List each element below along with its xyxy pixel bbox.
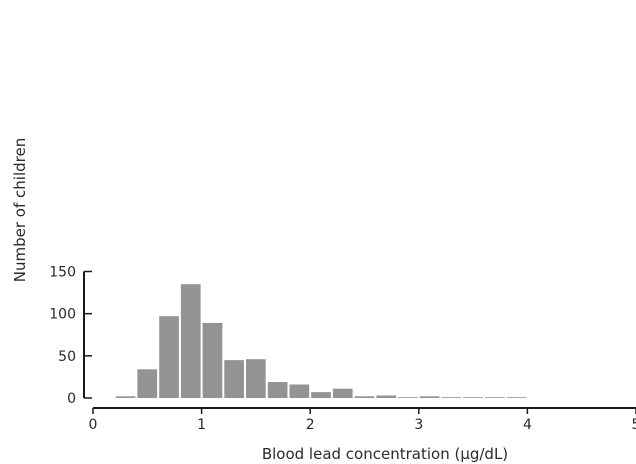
histogram-bar xyxy=(441,397,462,398)
histogram-bar xyxy=(267,382,288,398)
histogram-bar xyxy=(463,397,483,398)
x-tick-label: 1 xyxy=(197,417,206,433)
histogram-bar xyxy=(332,388,353,398)
histogram-bar xyxy=(159,316,179,398)
histogram-bar xyxy=(246,359,266,398)
bars-group xyxy=(115,284,527,398)
histogram-bar xyxy=(180,284,201,398)
histogram-bar xyxy=(202,322,223,398)
histogram-bar xyxy=(398,397,418,398)
y-tick-label: 150 xyxy=(49,265,76,281)
y-ticks-group: 0 50 100 150 xyxy=(49,265,92,407)
histogram-bar xyxy=(419,396,440,398)
x-axis-title: Blood lead concentration (µg/dL) xyxy=(262,445,508,463)
x-tick-label: 3 xyxy=(414,417,423,433)
histogram-bar xyxy=(311,392,331,398)
x-tick-label: 0 xyxy=(89,417,98,433)
histogram-bar xyxy=(289,384,310,398)
histogram-bar xyxy=(376,395,397,398)
x-tick-label: 2 xyxy=(306,417,315,433)
y-tick-label: 100 xyxy=(49,307,76,323)
x-tick-label: 5 xyxy=(632,417,636,433)
y-tick-label: 50 xyxy=(58,349,76,365)
y-tick-label: 0 xyxy=(67,391,76,407)
histogram-bar xyxy=(224,360,244,398)
y-axis-title: Number of children xyxy=(11,138,29,282)
histogram-bar xyxy=(115,396,136,398)
histogram-bar xyxy=(485,397,505,398)
x-tick-label: 4 xyxy=(523,417,532,433)
histogram-bar xyxy=(506,397,527,398)
histogram-bar xyxy=(354,396,375,398)
x-ticks-group: 0 1 2 3 4 5 xyxy=(89,408,636,433)
histogram-bar xyxy=(137,369,158,398)
